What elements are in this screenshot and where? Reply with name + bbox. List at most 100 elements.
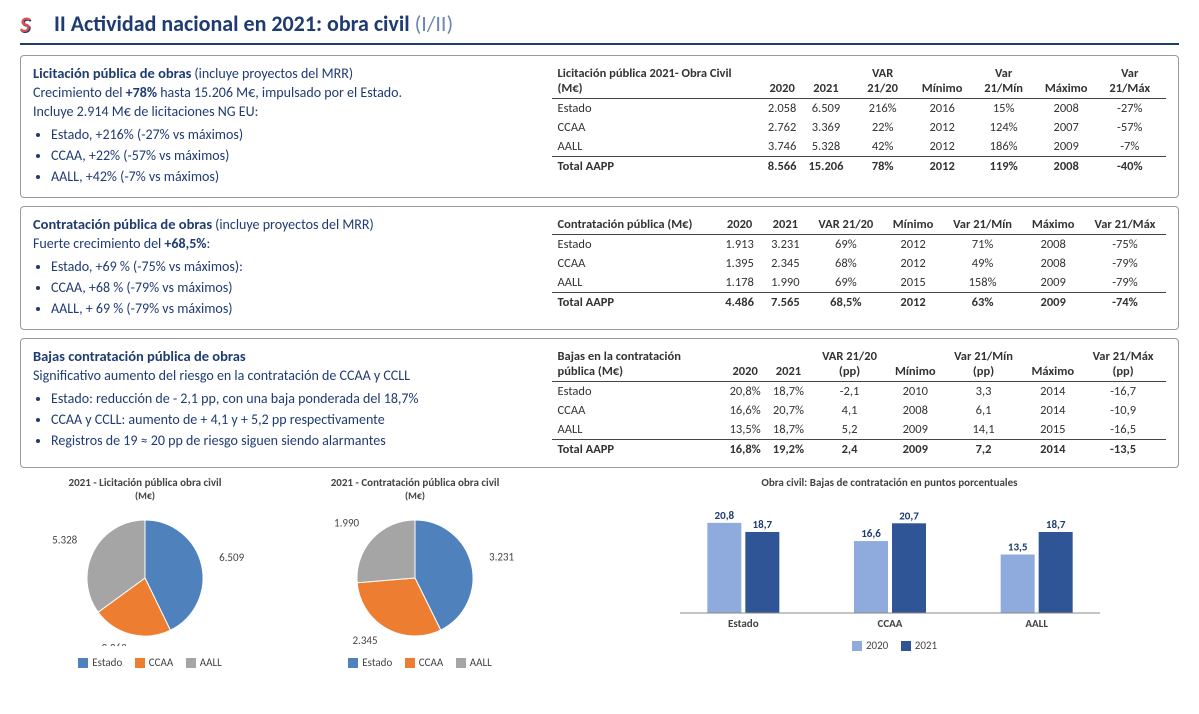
th: 2020 xyxy=(762,64,803,99)
panel-licitacion: Licitación pública de obras (incluye pro… xyxy=(20,55,1179,198)
table-row: AALL13,5%18,7%5,2200914,12015-16,5 xyxy=(552,420,1166,440)
section1-line1: Crecimiento del +78% hasta 15.206 M€, im… xyxy=(33,84,532,101)
title-sub-text: (I/II) xyxy=(415,10,453,37)
th: 2020 xyxy=(723,347,766,382)
panel-bajas: Bajas contratación pública de obras Sign… xyxy=(20,338,1179,468)
table-row: Estado2.0586.509216%201615%2008-27% xyxy=(552,99,1166,119)
pie2-title: 2021 - Contratación pública obra civil(M… xyxy=(290,476,540,502)
pie1-title: 2021 - Licitación pública obra civil(M€) xyxy=(20,476,270,502)
table-row: AALL3.7465.32842%2012186%2009-7% xyxy=(552,137,1166,157)
bar xyxy=(1000,555,1034,614)
list-item: CCAA, +22% (-57% vs máximos) xyxy=(51,147,532,164)
bar-category-label: Estado xyxy=(728,617,759,630)
table-row: AALL1.1781.99069%2015158%2009-79% xyxy=(552,273,1166,293)
pie1-chart: 6.509 3.369 5.328 xyxy=(45,506,245,646)
data-table: Licitación pública 2021- Obra Civil (M€)… xyxy=(552,64,1166,176)
bar-value-label: 18,7 xyxy=(752,518,772,531)
bar-legend: 2020 2021 xyxy=(600,639,1179,652)
swatch-2021 xyxy=(901,641,911,651)
bar-block: Obra civil: Bajas de contratación en pun… xyxy=(560,476,1179,652)
bar xyxy=(1038,532,1072,613)
bar-value-label: 18,7 xyxy=(1045,518,1065,531)
pie-slice xyxy=(357,520,415,583)
section2-title: Contratación pública de obras xyxy=(33,215,212,233)
th: 2021 xyxy=(767,347,810,382)
swatch-ccaa xyxy=(405,658,415,668)
pie-legend: Estado CCAA AALL xyxy=(290,656,540,669)
list-item: Estado: reducción de - 2,1 pp, con una b… xyxy=(51,390,532,407)
pie2-chart: 3.231 2.345 1.990 xyxy=(315,506,515,646)
th: Var 21/Máx (pp) xyxy=(1080,347,1166,382)
section3-title: Bajas contratación pública de obras xyxy=(33,347,246,365)
data-table: Contratación pública (M€)20202021VAR 21/… xyxy=(552,215,1166,312)
section3-line1: Significativo aumento del riesgo en la c… xyxy=(33,367,532,384)
th: Var 21/Máx xyxy=(1084,215,1166,235)
th: 2020 xyxy=(717,215,763,235)
pie-slice-label: 3.369 xyxy=(102,642,128,646)
list-item: AALL, +42% (-7% vs máximos) xyxy=(51,168,532,185)
bar xyxy=(892,523,926,613)
th-label: Contratación pública (M€) xyxy=(552,215,717,235)
bar-value-label: 20,7 xyxy=(899,509,919,522)
th: Mínimo xyxy=(889,347,942,382)
table3-container: Bajas en la contratación pública (M€)202… xyxy=(552,347,1166,459)
table-row-total: Total AAPP4.4867.56568,5%201263%2009-74% xyxy=(552,293,1166,313)
bar-chart: 20,818,7Estado16,620,7CCAA13,518,7AALL xyxy=(670,493,1110,633)
section1-bullets: Estado, +216% (-27% vs máximos) CCAA, +2… xyxy=(51,126,532,185)
section2-note: (incluye proyectos del MRR) xyxy=(215,216,374,233)
swatch-ccaa xyxy=(135,658,145,668)
list-item: Estado, +69 % (-75% vs máximos): xyxy=(51,258,532,275)
table2-container: Contratación pública (M€)20202021VAR 21/… xyxy=(552,215,1166,321)
table-row-total: Total AAPP8.56615.20678%2012119%2008-40% xyxy=(552,157,1166,177)
th: Máximo xyxy=(1022,215,1084,235)
th: 2021 xyxy=(802,64,849,99)
swatch-aall xyxy=(456,658,466,668)
table-row: CCAA1.3952.34568%201249%2008-79% xyxy=(552,254,1166,273)
section1-title: Licitación pública de obras xyxy=(33,64,191,82)
page-title: II Actividad nacional en 2021: obra civi… xyxy=(54,10,453,37)
data-table: Bajas en la contratación pública (M€)202… xyxy=(552,347,1166,459)
swatch-aall xyxy=(186,658,196,668)
th: Mínimo xyxy=(916,64,969,99)
th: Máximo xyxy=(1039,64,1094,99)
bar xyxy=(745,532,779,613)
title-main-text: II Actividad nacional en 2021: obra civi… xyxy=(54,10,410,37)
bar-value-label: 20,8 xyxy=(714,509,734,522)
th: Var 21/Mín xyxy=(968,64,1038,99)
th: Máximo xyxy=(1025,347,1080,382)
swatch-2020 xyxy=(852,641,862,651)
th: VAR 21/20 xyxy=(808,215,883,235)
charts-row: 2021 - Licitación pública obra civil(M€)… xyxy=(20,476,1179,669)
section1-line2: Incluye 2.914 M€ de licitaciones NG EU: xyxy=(33,103,532,120)
table-row: CCAA2.7623.36922%2012124%2007-57% xyxy=(552,118,1166,137)
table-row-total: Total AAPP16,8%19,2%2,420097,22014-13,5 xyxy=(552,440,1166,460)
bar-value-label: 13,5 xyxy=(1007,541,1027,554)
section1-note: (incluye proyectos del MRR) xyxy=(194,65,353,82)
bar-title: Obra civil: Bajas de contratación en pun… xyxy=(600,476,1179,489)
swatch-estado xyxy=(78,658,88,668)
bar xyxy=(854,541,888,613)
pie-legend: Estado CCAA AALL xyxy=(20,656,270,669)
pie-slice-label: 2.345 xyxy=(352,634,377,646)
pie-slice-label: 3.231 xyxy=(489,551,515,564)
table1-container: Licitación pública 2021- Obra Civil (M€)… xyxy=(552,64,1166,189)
th: VAR 21/20 xyxy=(849,64,915,99)
section2-bullets: Estado, +69 % (-75% vs máximos): CCAA, +… xyxy=(51,258,532,317)
table-row: Estado1.9133.23169%201271%2008-75% xyxy=(552,235,1166,255)
list-item: CCAA y CCLL: aumento de + 4,1 y + 5,2 pp… xyxy=(51,411,532,428)
th: 2021 xyxy=(762,215,808,235)
page-title-bar: S II Actividad nacional en 2021: obra ci… xyxy=(20,10,1179,45)
th-label: Bajas en la contratación pública (M€) xyxy=(552,347,724,382)
panel-contratacion: Contratación pública de obras (incluye p… xyxy=(20,206,1179,330)
list-item: CCAA, +68 % (-79% vs máximos) xyxy=(51,279,532,296)
table-row: CCAA16,6%20,7%4,120086,12014-10,9 xyxy=(552,401,1166,420)
pie-slice-label: 5.328 xyxy=(52,534,78,547)
pie-slice-label: 1.990 xyxy=(334,517,360,530)
section2-line1: Fuerte crecimiento del +68,5%: xyxy=(33,235,532,252)
bar-value-label: 16,6 xyxy=(861,527,881,540)
bar-category-label: CCAA xyxy=(877,617,902,630)
th-label: Licitación pública 2021- Obra Civil (M€) xyxy=(552,64,762,99)
pie-slice-label: 6.509 xyxy=(219,551,245,564)
list-item: Registros de 19 ≈ 20 pp de riesgo siguen… xyxy=(51,432,532,449)
pie2-block: 2021 - Contratación pública obra civil(M… xyxy=(290,476,540,669)
